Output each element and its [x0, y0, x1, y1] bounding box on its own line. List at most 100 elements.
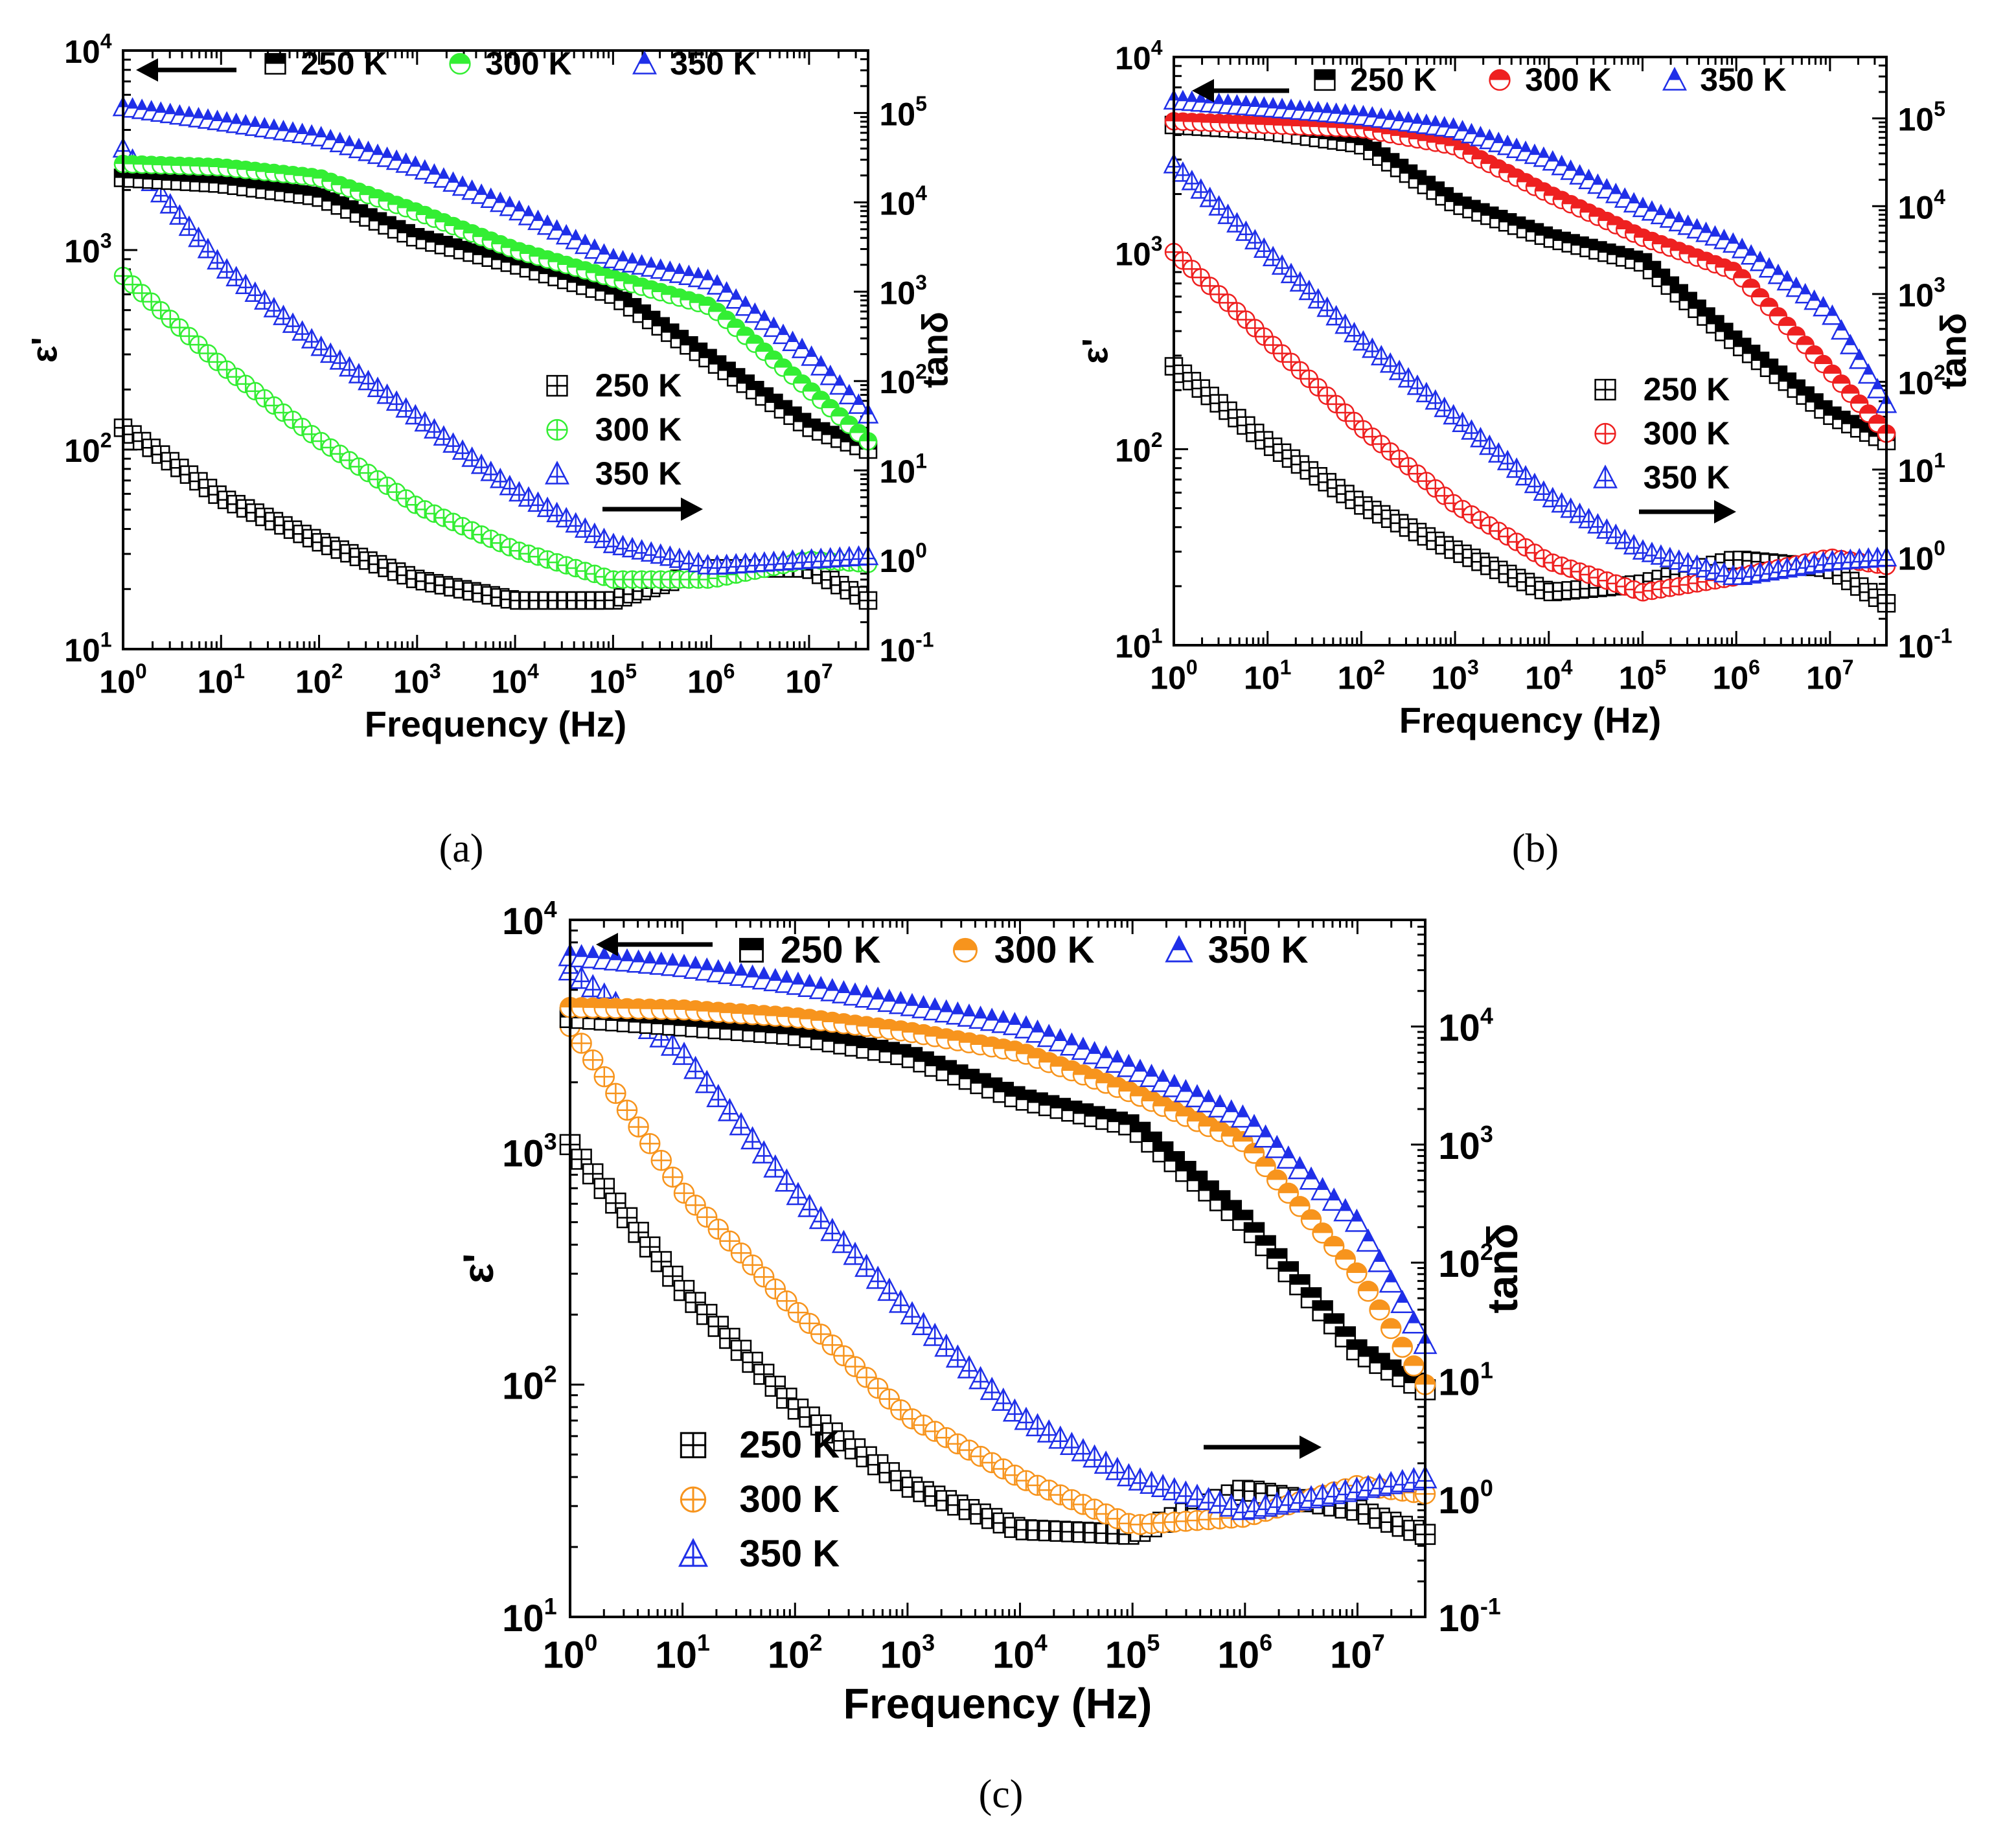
legend-marker — [1489, 69, 1511, 91]
x-tick-label: 103 — [393, 659, 441, 700]
y-tick-label: 104 — [64, 30, 112, 71]
tan-point — [1217, 203, 1239, 224]
legend-label: 350 K — [595, 455, 682, 492]
eps-point — [698, 349, 717, 368]
y-tick-label: 103 — [64, 229, 111, 270]
tan-axis-arrow — [602, 498, 703, 521]
legend-marker — [1594, 422, 1616, 445]
eps-point — [1287, 1156, 1312, 1180]
eps-point — [838, 383, 860, 405]
tan-point — [461, 446, 483, 467]
legend-marker — [1165, 935, 1193, 963]
panel-caption: (c) — [979, 1772, 1024, 1816]
tan-point — [1289, 271, 1311, 292]
tan-point — [274, 403, 293, 422]
tan-axis-arrow — [1204, 1436, 1322, 1459]
tan-point — [358, 369, 379, 391]
tan-point — [263, 297, 285, 317]
tan-point — [582, 1049, 604, 1071]
eps-point — [1403, 1355, 1425, 1377]
x-axis-label: Frequency (Hz) — [1399, 700, 1662, 740]
tan-point — [499, 474, 521, 496]
eps-point — [1277, 1261, 1300, 1283]
y-tick-label: 102 — [502, 1360, 557, 1407]
y2-tick-label: 103 — [880, 271, 927, 312]
tan-point — [301, 328, 323, 349]
eps-point — [1392, 1336, 1414, 1358]
tan-point — [197, 238, 219, 258]
eps-point — [992, 1081, 1014, 1103]
tan-point — [786, 1182, 810, 1206]
tan-point — [452, 439, 474, 460]
tan-point — [330, 540, 350, 559]
tan-point — [764, 1375, 786, 1397]
tan-point — [888, 1289, 913, 1313]
tan-point — [1370, 345, 1392, 365]
tan-point — [489, 467, 511, 488]
legend-marker — [1662, 67, 1687, 91]
eps-point — [1813, 295, 1834, 317]
eps-point — [1255, 1156, 1276, 1178]
legend-label: 300 K — [485, 45, 571, 82]
legend-bottom-entry: 350 K — [545, 455, 682, 492]
y2-tick-label: 102 — [1438, 1239, 1493, 1285]
tan-point — [254, 289, 275, 310]
legend-top-entry: 300 K — [952, 929, 1095, 971]
eps-point — [810, 354, 832, 376]
x-tick-label: 102 — [768, 1629, 823, 1676]
panel-a: 100 101 102 103 104 105 106 10710110210310410-1… — [24, 30, 956, 871]
eps-point — [1266, 1248, 1288, 1270]
y-tick-label: 101 — [502, 1593, 557, 1640]
tan-point — [480, 460, 502, 481]
legend-label: 250 K — [1350, 62, 1436, 98]
legend-marker — [546, 418, 568, 441]
tan-point — [865, 1265, 890, 1289]
legend-top-entry: 350 K — [632, 45, 757, 82]
eps-point — [706, 274, 728, 295]
tan-point — [808, 1206, 833, 1230]
tan-point — [740, 1126, 765, 1150]
tan-point — [672, 1041, 696, 1065]
tan-point — [216, 258, 238, 279]
y2-tick-label: 104 — [1438, 1003, 1493, 1049]
tan-point — [605, 1192, 626, 1214]
eps-point — [1266, 1169, 1288, 1191]
tan-point — [1478, 434, 1500, 455]
y2-tick-label: 10-1 — [880, 628, 934, 669]
eps-point — [1243, 1143, 1265, 1164]
tan-point — [319, 342, 341, 363]
eps-point — [1848, 348, 1870, 369]
tan-point — [470, 453, 492, 474]
eps-point — [782, 330, 803, 351]
tan-point — [1496, 450, 1518, 470]
tan-point — [1244, 229, 1266, 249]
tan-point — [979, 1377, 1004, 1401]
tan-point — [580, 974, 605, 998]
plot-area-c — [558, 943, 1438, 1545]
x-tick-label: 106 — [1218, 1629, 1273, 1676]
legend-top-entry: 250 K — [739, 929, 881, 971]
x-tick-label: 107 — [1806, 656, 1853, 696]
eps-point — [1334, 1249, 1357, 1270]
legend-label: 350 K — [1208, 929, 1309, 971]
legend-bottom-entry: 350 K — [1593, 459, 1730, 496]
legend-marker — [680, 1486, 707, 1513]
panel-caption: (a) — [439, 827, 484, 871]
tan-point — [273, 304, 294, 325]
eps-point — [1356, 1228, 1380, 1252]
legend-marker — [678, 1538, 709, 1567]
tan-point — [1235, 220, 1257, 241]
tan-point — [510, 591, 529, 610]
eps-point — [1857, 363, 1879, 384]
tan-point — [1361, 337, 1383, 358]
x-tick-label: 100 — [543, 1629, 598, 1676]
tan-point — [900, 1301, 924, 1325]
eps-point — [1323, 1235, 1345, 1257]
eps-point — [698, 296, 717, 315]
tan-point — [1014, 1406, 1038, 1430]
eps-point — [848, 393, 869, 414]
tan-point — [922, 1322, 947, 1346]
eps-point — [744, 302, 766, 323]
legend-label: 250 K — [739, 1424, 840, 1466]
panel-b: 100 101 102 103 104 105 106 10710110210310410-1… — [1075, 36, 1974, 871]
